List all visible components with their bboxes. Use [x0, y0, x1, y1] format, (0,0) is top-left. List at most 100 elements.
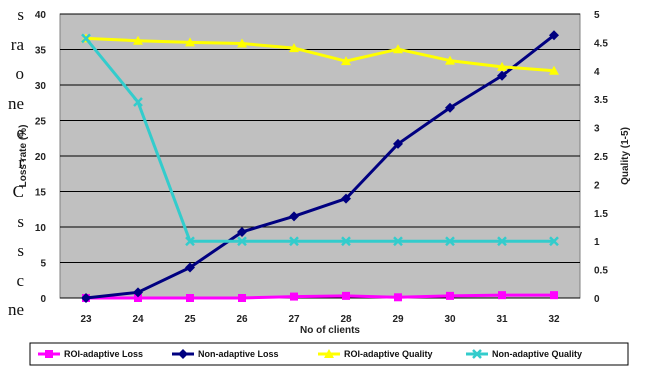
- legend-item: ROI-adaptive Quality: [318, 349, 433, 359]
- y-tick-label: 40: [35, 10, 47, 21]
- series-line: [86, 293, 554, 300]
- y-tick-label: 20: [35, 152, 47, 163]
- y2-tick-label: 0: [594, 294, 600, 305]
- right-axis-ticks: 0 0.5 1 1.5 2 2.5 3 3.5 4 4.5 5: [594, 10, 608, 305]
- x-tick-label: 29: [392, 314, 404, 325]
- margin-fragment: e: [16, 123, 24, 142]
- legend-label: ROI-adaptive Quality: [344, 349, 433, 359]
- legend-marker: [472, 349, 482, 359]
- data-point: [497, 61, 507, 71]
- y2-tick-label: 4: [594, 67, 600, 78]
- y2-tick-label: 1.5: [594, 209, 608, 220]
- x-tick-label: 32: [548, 314, 560, 325]
- legend-marker: [178, 349, 188, 359]
- data-point: [341, 236, 351, 247]
- y-tick-label: 5: [40, 259, 46, 270]
- y2-tick-label: 2.5: [594, 152, 608, 163]
- legend-label: Non-adaptive Loss: [198, 349, 279, 359]
- grid-lines: [60, 13, 580, 299]
- data-point: [289, 236, 299, 247]
- data-point: [237, 38, 247, 48]
- y2-tick-label: 3.5: [594, 95, 608, 106]
- data-point: [238, 294, 246, 302]
- x-tick-label: 24: [132, 314, 144, 325]
- y2-tick-label: 5: [594, 10, 600, 21]
- x-tick-label: 28: [340, 314, 352, 325]
- data-point: [133, 287, 143, 298]
- margin-fragment: s: [17, 5, 24, 24]
- data-point: [81, 293, 91, 303]
- legend-item: Non-adaptive Quality: [466, 349, 582, 359]
- x-tick-label: 27: [288, 314, 300, 325]
- y2-tick-label: 0.5: [594, 266, 608, 277]
- y2-axis-label: Quality (1-5): [620, 127, 631, 185]
- margin-fragment: ne: [7, 93, 24, 113]
- data-point: [134, 294, 142, 302]
- data-point: [497, 70, 507, 81]
- legend-item: ROI-adaptive Loss: [38, 349, 143, 359]
- series-line: [85, 34, 555, 300]
- margin-fragment: c: [16, 270, 24, 290]
- data-point: [133, 35, 143, 45]
- y-tick-label: 15: [35, 188, 47, 199]
- x-axis-ticks: 23 24 25 26 27 28 29 30 31 32: [80, 314, 560, 325]
- data-point: [237, 226, 247, 237]
- margin-fragment: s: [17, 241, 24, 260]
- data-point: [289, 211, 299, 222]
- y-tick-label: 35: [35, 46, 47, 57]
- data-point: [237, 236, 247, 247]
- x-tick-label: 23: [80, 314, 92, 325]
- legend-item: Non-adaptive Loss: [172, 349, 279, 359]
- data-point: [393, 236, 403, 247]
- x-axis-label: No of clients: [300, 325, 360, 336]
- data-point: [185, 262, 195, 273]
- left-axis-ticks: 0 5 10 15 20 25 30 35 40: [35, 10, 47, 305]
- y2-tick-label: 3: [594, 124, 600, 135]
- series-line: [84, 37, 554, 243]
- margin-fragment: ne: [7, 300, 24, 319]
- series-non-adaptive-quality: [81, 33, 559, 247]
- y2-tick-label: 4.5: [594, 38, 608, 49]
- data-point: [549, 30, 559, 41]
- y-axis-label: Loss rate (%): [18, 125, 29, 188]
- series-line: [85, 36, 555, 73]
- x-tick-label: 30: [444, 314, 456, 325]
- legend: ROI-adaptive Loss Non-adaptive Loss ROI-ad…: [29, 342, 629, 366]
- series-lines: [81, 30, 559, 303]
- data-point: [550, 291, 558, 300]
- y2-tick-label: 1: [594, 237, 600, 248]
- data-point: [133, 97, 143, 107]
- data-point: [549, 65, 559, 75]
- data-point: [341, 56, 351, 66]
- legend-label: Non-adaptive Quality: [492, 349, 582, 359]
- y-tick-label: 0: [40, 294, 46, 305]
- data-point: [290, 292, 298, 301]
- data-point: [394, 293, 402, 302]
- data-point: [393, 138, 403, 149]
- margin-fragment: r: [18, 152, 24, 172]
- data-point: [342, 291, 350, 300]
- data-point: [445, 102, 455, 113]
- left-margin-text-fragments: s ra o ne e r C s s c ne: [0, 0, 24, 371]
- margin-fragment: o: [15, 64, 25, 83]
- data-point: [186, 294, 194, 302]
- margin-fragment: ra: [10, 34, 24, 54]
- y-tick-label: 25: [35, 117, 47, 128]
- margin-fragment: C: [12, 182, 24, 201]
- data-point: [185, 236, 195, 247]
- y-tick-label: 10: [35, 223, 47, 234]
- y-tick-label: 30: [35, 81, 47, 92]
- legend-label: ROI-adaptive Loss: [64, 349, 143, 359]
- data-point: [445, 236, 455, 247]
- x-tick-label: 26: [236, 314, 248, 325]
- legend-marker: [324, 349, 334, 358]
- margin-fragment: s: [17, 211, 24, 231]
- data-point: [445, 55, 455, 65]
- data-point: [81, 33, 91, 44]
- x-tick-label: 31: [496, 314, 508, 325]
- data-point: [393, 44, 403, 54]
- data-point: [341, 193, 351, 204]
- legend-marker: [45, 350, 53, 358]
- data-point: [498, 291, 506, 300]
